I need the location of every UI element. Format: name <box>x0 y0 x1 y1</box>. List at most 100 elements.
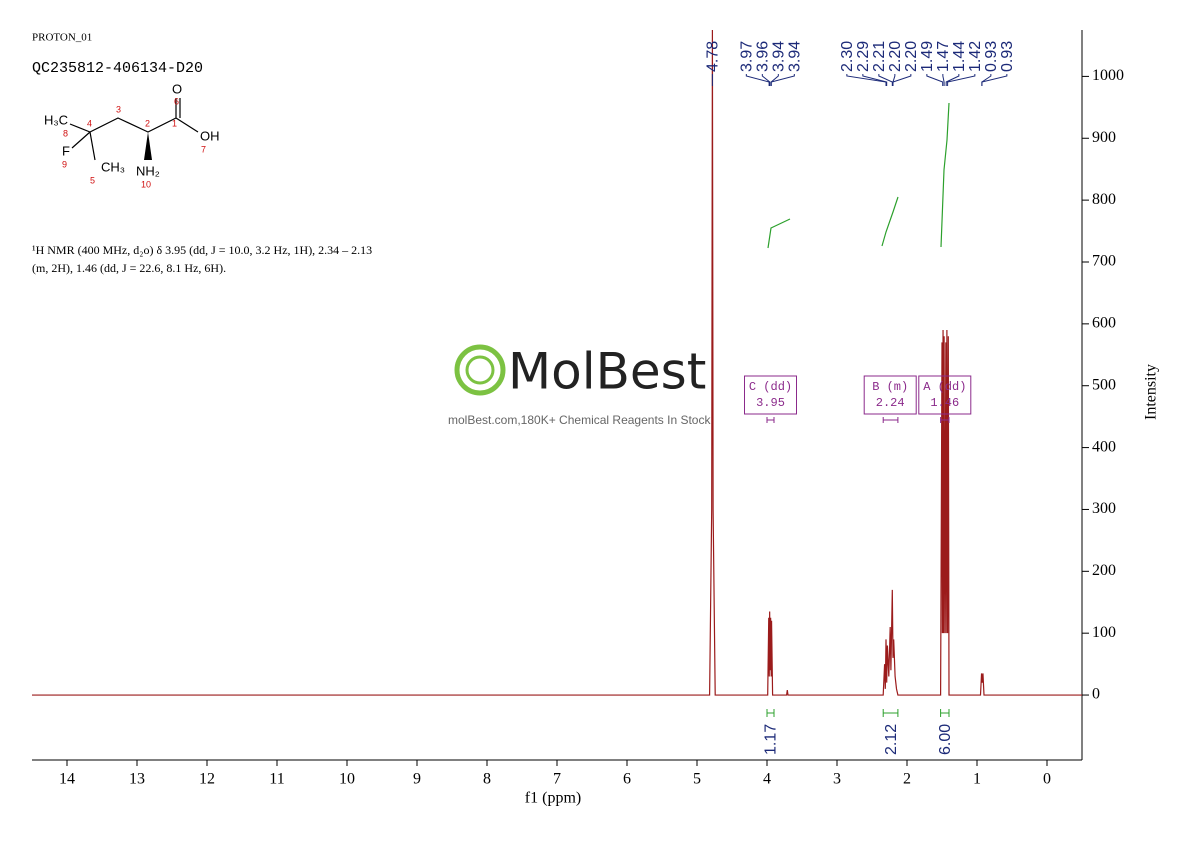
experiment: PROTON_01 <box>32 32 92 44</box>
peak-leader <box>745 74 770 86</box>
atom-number: 7 <box>201 144 206 154</box>
y-tick-label: 900 <box>1092 129 1116 146</box>
peak-leader <box>926 74 944 86</box>
x-tick-label: 5 <box>693 771 701 788</box>
integral-curve <box>767 218 791 249</box>
peak-label: 3.96 <box>755 41 772 72</box>
integral-range <box>940 709 950 717</box>
peak-label: 2.29 <box>855 41 872 72</box>
multiplet-shift: 2.24 <box>876 396 905 410</box>
integral-curve <box>881 196 899 247</box>
description: ¹H NMR (400 MHz, d₂o) δ 3.95 (dd, J = 10… <box>32 243 372 257</box>
brand: MolBest <box>508 343 706 401</box>
peak-leader <box>846 74 887 86</box>
peak-leader <box>942 74 945 86</box>
logo-core <box>465 355 495 385</box>
atom-number: 1 <box>172 118 177 128</box>
peak-label: 4.78 <box>705 41 722 72</box>
multiplet-range <box>766 417 775 423</box>
x-tick-label: 6 <box>623 771 631 788</box>
peak-label: 0.93 <box>999 41 1016 72</box>
multiplet-label: A (dd) <box>923 380 966 394</box>
peak-leader <box>761 74 771 86</box>
atom-number: 4 <box>87 118 92 128</box>
x-tick-label: 11 <box>269 771 284 788</box>
x-tick-label: 7 <box>553 771 561 788</box>
y-tick-label: 200 <box>1092 562 1116 579</box>
peak-leader <box>878 74 893 86</box>
x-axis-title: f1 (ppm) <box>525 790 581 807</box>
peak-label: 1.42 <box>967 41 984 72</box>
x-tick-label: 0 <box>1043 771 1051 788</box>
y-axis-title: Intensity <box>1143 364 1160 420</box>
peak-leader <box>947 74 976 86</box>
multiplet-box <box>918 375 972 415</box>
atom: O <box>172 81 182 96</box>
x-tick-label: 8 <box>483 771 491 788</box>
logo-ring <box>454 344 506 396</box>
peak-label: 2.20 <box>903 41 920 72</box>
multiplet-box <box>744 375 797 415</box>
peak-label: 2.21 <box>871 41 888 72</box>
peak-label: 1.44 <box>951 41 968 72</box>
multiplet-range <box>882 417 899 423</box>
y-tick-label: 1000 <box>1092 67 1124 84</box>
atom-number: 3 <box>116 104 121 114</box>
integral-range <box>882 709 899 717</box>
integral-label: 6.00 <box>937 724 954 755</box>
atom-number: 6 <box>174 96 179 106</box>
atom-number: 9 <box>62 159 67 169</box>
atom: OH <box>200 128 220 143</box>
x-tick-label: 1 <box>973 771 981 788</box>
peak-label: 0.93 <box>983 41 1000 72</box>
peak-label: 3.94 <box>771 41 788 72</box>
peak-label: 2.30 <box>839 41 856 72</box>
x-tick-label: 14 <box>59 771 75 788</box>
atom-number: 8 <box>63 128 68 138</box>
spectrum-area <box>32 30 1082 696</box>
x-tick-label: 4 <box>763 771 771 788</box>
peak-label: 3.97 <box>739 41 756 72</box>
atom-number: 2 <box>145 118 150 128</box>
x-tick-label: 10 <box>339 771 355 788</box>
y-tick-label: 500 <box>1092 376 1116 393</box>
y-tick-label: 100 <box>1092 624 1116 641</box>
y-tick-label: 600 <box>1092 315 1116 332</box>
y-tick-label: 400 <box>1092 438 1116 455</box>
peak-label: 3.94 <box>787 41 804 72</box>
x-tick-label: 9 <box>413 771 421 788</box>
multiplet-box <box>863 375 917 415</box>
description: (m, 2H), 1.46 (dd, J = 22.6, 8.1 Hz, 6H)… <box>32 261 226 275</box>
watermark: MolBest molBest.com,180K+ Chemical Reage… <box>448 343 714 428</box>
atom-number: 5 <box>90 175 95 185</box>
multiplet-label: B (m) <box>872 380 908 394</box>
spectrum-line <box>32 30 1082 696</box>
x-tick-label: 3 <box>833 771 841 788</box>
y-tick-label: 800 <box>1092 191 1116 208</box>
peak-label: 2.20 <box>887 41 904 72</box>
atom-number: 10 <box>141 179 151 189</box>
atom: F <box>62 143 70 158</box>
x-tick-label: 12 <box>199 771 215 788</box>
integral-label: 2.12 <box>883 724 900 755</box>
peak-leader <box>862 74 888 86</box>
multiplet-shift: 3.95 <box>756 396 785 410</box>
atom: H₃C <box>44 112 68 127</box>
x-tick-label: 13 <box>129 771 145 788</box>
multiplet-range <box>940 417 950 423</box>
bonds <box>69 98 199 161</box>
multiplet-label: C (dd) <box>749 380 792 394</box>
atom: NH₂ <box>136 163 160 178</box>
integral-curve <box>940 102 950 248</box>
peak-leader <box>770 74 795 86</box>
tagline: molBest.com,180K+ Chemical Reagents In S… <box>448 413 714 427</box>
peak-leader <box>981 74 1008 86</box>
atom: CH₃ <box>101 159 125 174</box>
y-tick-label: 700 <box>1092 253 1116 270</box>
wedge-bond <box>144 132 152 160</box>
x-tick-label: 2 <box>903 771 911 788</box>
peak-leader <box>945 74 960 86</box>
structure: H₃C 8 4 3 2 1 O 6 OH 7 F 9 CH₃ 5 NH₂ 10 <box>44 81 220 189</box>
y-tick-label: 0 <box>1092 686 1100 703</box>
